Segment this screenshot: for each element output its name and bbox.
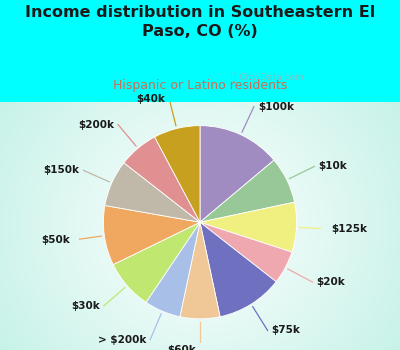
Text: $125k: $125k [331,224,367,234]
Wedge shape [104,205,200,265]
Wedge shape [200,222,292,282]
Wedge shape [124,137,200,222]
Wedge shape [200,160,294,222]
Text: $30k: $30k [71,301,100,311]
Wedge shape [200,222,276,317]
Text: Hispanic or Latino residents: Hispanic or Latino residents [113,79,287,92]
Wedge shape [113,222,200,302]
Wedge shape [146,222,200,317]
Text: > $200k: > $200k [98,335,146,345]
Wedge shape [180,222,220,319]
Text: $10k: $10k [318,161,347,171]
Wedge shape [200,202,296,252]
Wedge shape [105,163,200,222]
Text: $150k: $150k [44,166,80,175]
Text: $50k: $50k [41,235,70,245]
Wedge shape [155,126,200,222]
Text: $100k: $100k [258,102,294,112]
Text: $40k: $40k [136,93,165,104]
Text: $75k: $75k [272,326,300,335]
Text: $200k: $200k [78,120,114,130]
Text: $20k: $20k [316,277,345,287]
Text: Income distribution in Southeastern El
Paso, CO (%): Income distribution in Southeastern El P… [25,5,375,39]
Text: $60k: $60k [167,345,196,350]
Text: ⓘ City-Data.com: ⓘ City-Data.com [231,73,304,82]
Wedge shape [200,126,274,222]
